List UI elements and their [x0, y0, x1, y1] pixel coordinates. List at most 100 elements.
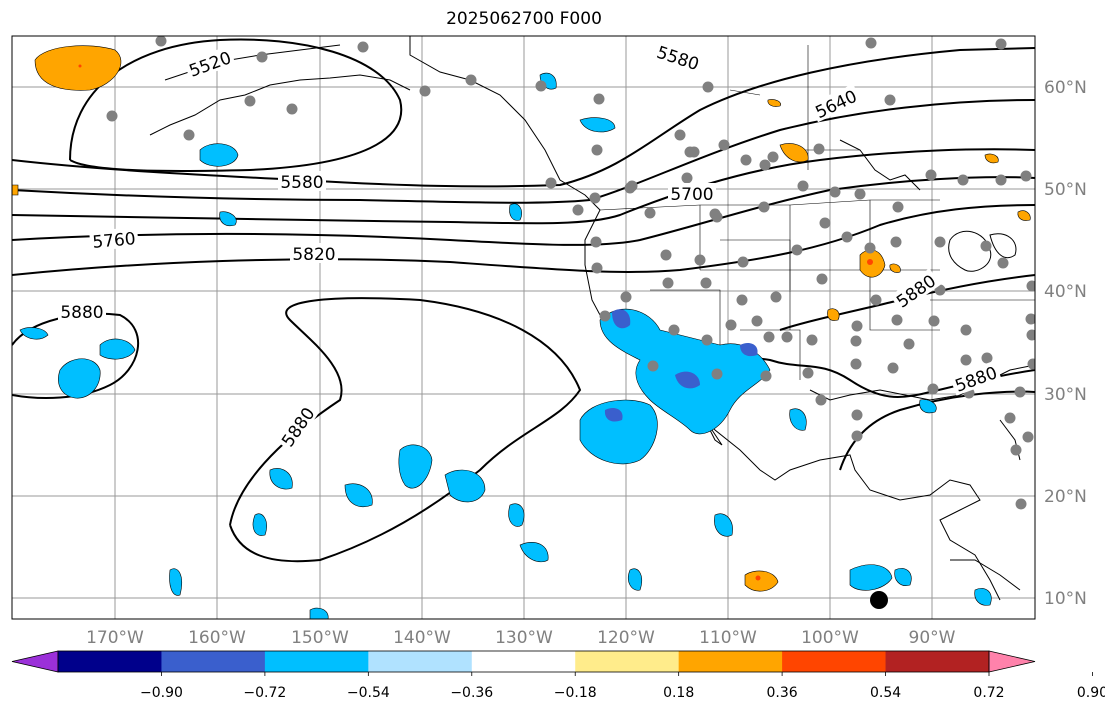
- contour-label: 5760: [92, 229, 137, 253]
- contour-label-bg: [668, 183, 716, 203]
- station-marker: [903, 338, 915, 350]
- storm-marker: [870, 591, 888, 609]
- station-marker: [591, 144, 603, 156]
- station-marker: [725, 319, 737, 331]
- contour-label: 5820: [292, 245, 335, 265]
- station-marker: [763, 331, 775, 343]
- station-marker: [740, 154, 752, 166]
- latitude-tick-label: 30°N: [1044, 385, 1087, 405]
- station-marker: [851, 430, 863, 442]
- station-marker: [851, 320, 863, 332]
- station-marker: [806, 334, 818, 346]
- contour-label-bg: [290, 243, 338, 263]
- longitude-tick-label: 170°W: [86, 628, 144, 648]
- station-marker: [884, 94, 896, 106]
- station-marker: [850, 335, 862, 347]
- latitude-tick-label: 60°N: [1044, 78, 1087, 98]
- latitude-tick-label: 10°N: [1044, 589, 1087, 609]
- station-marker: [928, 315, 940, 327]
- station-marker: [1026, 280, 1035, 292]
- contour-label: 5880: [60, 303, 103, 323]
- station-marker: [815, 394, 827, 406]
- station-marker: [802, 367, 814, 379]
- station-marker: [591, 262, 603, 274]
- station-marker: [1026, 329, 1035, 341]
- latitude-tick-label: 50°N: [1044, 180, 1087, 200]
- latitude-tick-label: 40°N: [1044, 282, 1087, 302]
- station-marker: [1020, 170, 1032, 182]
- station-marker: [819, 217, 831, 229]
- station-marker: [644, 207, 656, 219]
- colorbar-tick-label: −0.18: [554, 685, 597, 701]
- station-marker: [465, 74, 477, 86]
- colorbar: [11, 650, 1036, 673]
- station-marker: [781, 331, 793, 343]
- station-marker: [1025, 313, 1035, 325]
- station-marker: [700, 277, 712, 289]
- station-marker: [572, 204, 584, 216]
- map-title: 2025062700 F000: [446, 9, 602, 29]
- station-marker: [1027, 358, 1035, 370]
- colorbar-max-extension: [988, 650, 1036, 673]
- station-marker: [1010, 444, 1022, 456]
- station-marker: [1022, 431, 1034, 443]
- contour-label-bg: [183, 45, 236, 81]
- observation-stations: [106, 36, 1035, 510]
- station-marker: [797, 180, 809, 192]
- station-marker: [286, 103, 298, 115]
- colorbar-tick-label: −0.90: [140, 685, 183, 701]
- station-marker: [660, 249, 672, 261]
- station-marker: [759, 159, 771, 171]
- station-marker: [545, 177, 557, 189]
- station-marker: [737, 256, 749, 268]
- colorbar-segment: [161, 651, 266, 672]
- station-marker: [711, 211, 723, 223]
- station-marker: [183, 129, 195, 141]
- station-marker: [702, 81, 714, 93]
- station-marker: [599, 310, 611, 322]
- station-marker: [934, 236, 946, 248]
- contour-label-bg: [652, 40, 705, 74]
- colorbar-tick-label: 0.72: [973, 685, 1004, 701]
- station-marker: [718, 139, 730, 151]
- contour-label-bg: [89, 226, 139, 252]
- station-marker: [865, 37, 877, 49]
- colorbar-tick-label: −0.54: [347, 685, 390, 701]
- station-marker: [244, 95, 256, 107]
- colorbar-segment: [471, 651, 576, 672]
- station-marker: [887, 362, 899, 374]
- station-marker: [662, 277, 674, 289]
- strong-positive-cores: [78, 64, 873, 581]
- negative-anomaly-areas: [19, 72, 992, 619]
- longitude-tick-label: 120°W: [597, 628, 655, 648]
- station-marker: [535, 80, 547, 92]
- station-marker: [647, 360, 659, 372]
- longitude-labels: 170°W 160°W 150°W 140°W 130°W 120°W 110°W 100°W…: [86, 628, 956, 648]
- station-marker: [419, 85, 431, 97]
- positive-anomaly-areas: [12, 45, 1031, 592]
- station-marker: [620, 291, 632, 303]
- station-marker: [626, 180, 638, 192]
- station-marker: [995, 38, 1007, 50]
- colorbar-tick-label: −0.72: [243, 685, 286, 701]
- station-marker: [1015, 498, 1027, 510]
- colorbar-segment: [368, 651, 473, 672]
- station-marker: [357, 41, 369, 53]
- station-marker: [770, 291, 782, 303]
- station-marker: [997, 257, 1009, 269]
- station-marker: [813, 143, 825, 155]
- station-marker: [668, 324, 680, 336]
- colorbar-segment: [885, 651, 990, 672]
- station-marker: [688, 146, 700, 158]
- station-marker: [681, 172, 693, 184]
- longitude-tick-label: 110°W: [699, 628, 757, 648]
- station-marker: [590, 236, 602, 248]
- station-marker: [256, 51, 268, 63]
- station-marker: [850, 358, 862, 370]
- contour-label: 5700: [670, 185, 713, 205]
- station-marker: [851, 409, 863, 421]
- longitude-tick-label: 160°W: [188, 628, 246, 648]
- station-marker: [927, 383, 939, 395]
- station-marker: [892, 201, 904, 213]
